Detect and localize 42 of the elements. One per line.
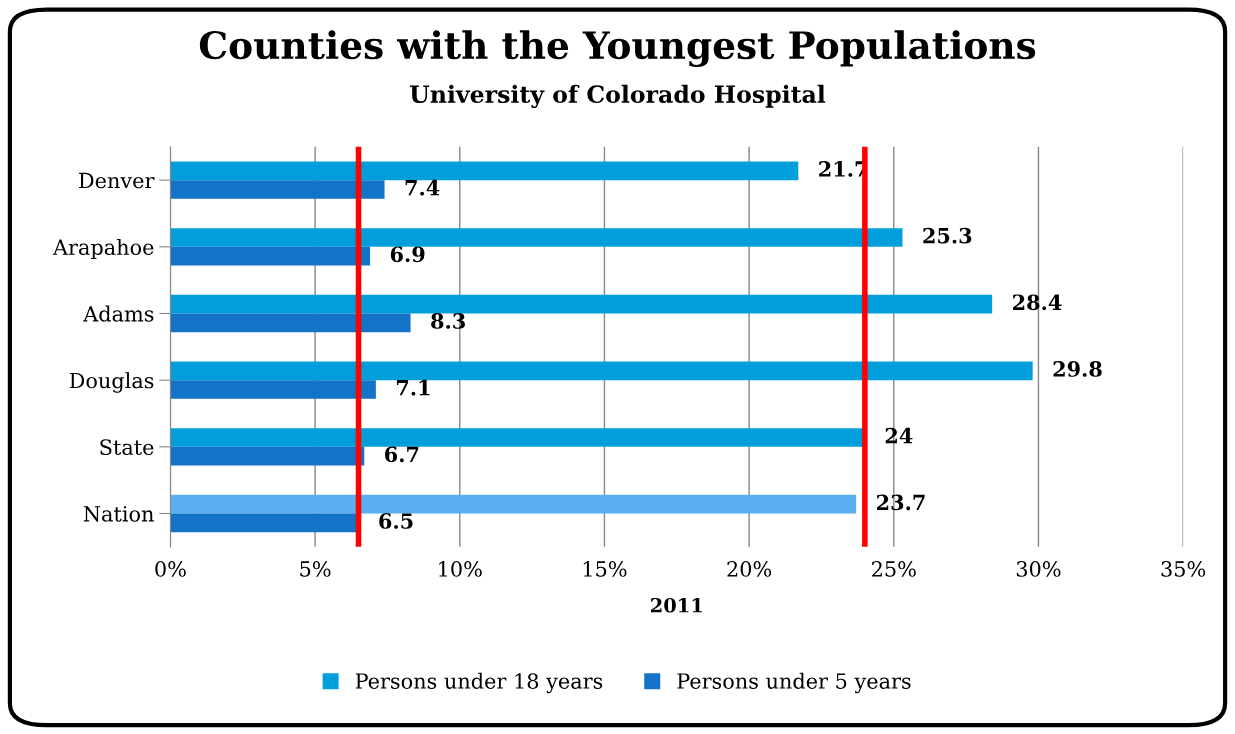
y-tick-label: Nation bbox=[83, 506, 154, 522]
data-label: 6.7 bbox=[385, 446, 419, 463]
y-tick-label: Arapahoe bbox=[52, 238, 154, 260]
data-label: 6.5 bbox=[379, 513, 413, 529]
bar bbox=[170, 246, 371, 266]
x-tick-label: 35% bbox=[1161, 561, 1206, 577]
legend-label: Persons under 5 years bbox=[677, 672, 911, 694]
data-label: 23.7 bbox=[877, 494, 925, 511]
data-label: 6.9 bbox=[390, 246, 425, 263]
x-axis-title: 2011 bbox=[651, 597, 702, 613]
x-tick-label: 20% bbox=[727, 561, 772, 577]
bar bbox=[170, 380, 376, 399]
bar bbox=[170, 361, 1033, 381]
x-tick-label: 15% bbox=[583, 561, 627, 577]
y-tick-label: Denver bbox=[79, 172, 155, 189]
bar bbox=[170, 446, 365, 466]
bar bbox=[170, 313, 411, 333]
bar bbox=[170, 294, 993, 314]
x-tick-label: 30% bbox=[1016, 561, 1061, 577]
data-label: 7.4 bbox=[405, 179, 440, 196]
y-tick-label: State bbox=[100, 439, 154, 456]
bar bbox=[170, 180, 385, 199]
chart-title: Counties with the Youngest Populations bbox=[199, 30, 1036, 68]
legend-label: Persons under 18 years bbox=[355, 672, 603, 694]
bar bbox=[170, 513, 359, 533]
bar bbox=[170, 428, 865, 447]
data-label: 8.3 bbox=[431, 313, 465, 329]
bar bbox=[170, 228, 903, 247]
data-label: 7.1 bbox=[396, 379, 430, 396]
y-tick-label: Douglas bbox=[69, 372, 154, 393]
x-tick-label: 5% bbox=[300, 561, 331, 577]
x-tick-label: 0% bbox=[155, 561, 186, 577]
x-tick-label: 10% bbox=[439, 561, 482, 577]
x-tick-label: 25% bbox=[872, 561, 916, 577]
data-label: 25.3 bbox=[923, 227, 972, 244]
data-label: 24 bbox=[885, 427, 913, 444]
y-tick-label: Adams bbox=[83, 305, 154, 322]
bar bbox=[170, 161, 799, 181]
chart-subtitle: University of Colorado Hospital bbox=[410, 84, 826, 109]
data-label: 29.8 bbox=[1053, 361, 1102, 377]
bar bbox=[170, 494, 857, 514]
data-label: 28.4 bbox=[1013, 294, 1062, 311]
